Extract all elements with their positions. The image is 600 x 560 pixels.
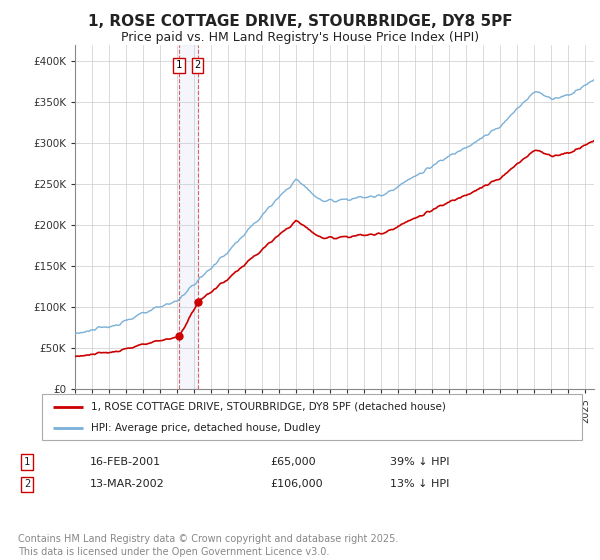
Text: 13-MAR-2002: 13-MAR-2002 <box>90 479 165 489</box>
Bar <box>179 45 197 389</box>
Text: 1, ROSE COTTAGE DRIVE, STOURBRIDGE, DY8 5PF (detached house): 1, ROSE COTTAGE DRIVE, STOURBRIDGE, DY8 … <box>91 402 445 412</box>
Text: Contains HM Land Registry data © Crown copyright and database right 2025.
This d: Contains HM Land Registry data © Crown c… <box>18 534 398 557</box>
Text: £106,000: £106,000 <box>270 479 323 489</box>
Text: 16-FEB-2001: 16-FEB-2001 <box>90 457 161 467</box>
Text: Price paid vs. HM Land Registry's House Price Index (HPI): Price paid vs. HM Land Registry's House … <box>121 31 479 44</box>
Text: 1: 1 <box>176 60 182 71</box>
FancyBboxPatch shape <box>42 394 582 440</box>
Text: 1, ROSE COTTAGE DRIVE, STOURBRIDGE, DY8 5PF: 1, ROSE COTTAGE DRIVE, STOURBRIDGE, DY8 … <box>88 14 512 29</box>
Text: HPI: Average price, detached house, Dudley: HPI: Average price, detached house, Dudl… <box>91 423 320 433</box>
Text: £65,000: £65,000 <box>270 457 316 467</box>
Text: 39% ↓ HPI: 39% ↓ HPI <box>390 457 449 467</box>
Text: 1: 1 <box>24 457 30 467</box>
Text: 2: 2 <box>194 60 200 71</box>
Text: 2: 2 <box>24 479 30 489</box>
Text: 13% ↓ HPI: 13% ↓ HPI <box>390 479 449 489</box>
